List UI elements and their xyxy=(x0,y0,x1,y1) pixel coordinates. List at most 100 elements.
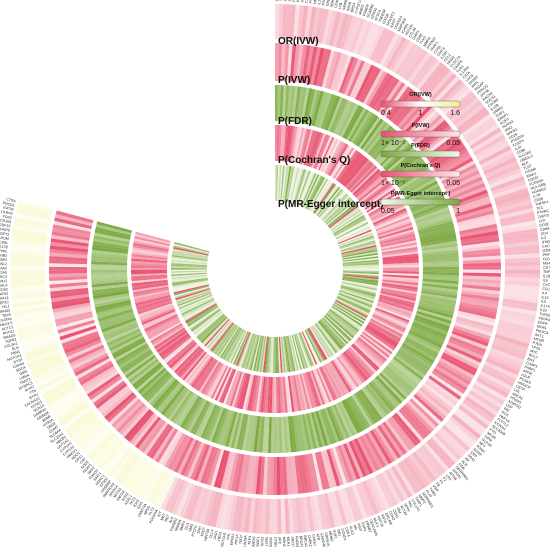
heatmap-cell-ring4-195 xyxy=(281,376,286,413)
heatmap-cell-ring3-151 xyxy=(375,375,403,404)
heatmap-cell-ring2-234 xyxy=(155,428,179,463)
heatmap-cell-ring5-239 xyxy=(213,323,236,354)
heatmap-cell-ring1-32 xyxy=(386,36,407,70)
heatmap-cell-ring2-313 xyxy=(54,217,92,229)
heatmap-cell-ring3-159 xyxy=(361,387,385,419)
heatmap-cell-ring1-119 xyxy=(493,337,528,352)
heatmap-cell-ring4-167 xyxy=(326,363,346,396)
heatmap-cell-ring4-90 xyxy=(381,246,418,255)
heatmap-cell-ring4-62 xyxy=(364,188,396,210)
gene-label: KLF4 xyxy=(247,536,252,545)
heatmap-cell-ring2-306 xyxy=(50,241,89,250)
heatmap-cell-ring2-139 xyxy=(426,377,460,403)
heatmap-cell-ring1-133 xyxy=(472,383,505,405)
heatmap-cell-ring5-69 xyxy=(335,220,368,239)
gene-label: FBN1 xyxy=(11,350,21,357)
heatmap-cell-ring1-92 xyxy=(503,236,539,245)
heatmap-cell-ring2-277 xyxy=(61,330,99,347)
gene-label: CCL5 xyxy=(542,287,550,292)
heatmap-cell-ring4-163 xyxy=(332,359,354,392)
heatmap-cell-ring2-124 xyxy=(448,338,485,357)
heatmap-cell-ring5-28 xyxy=(304,174,321,208)
gene-label: LAG3 xyxy=(465,73,474,82)
gene-label: KEAP1 xyxy=(82,463,93,474)
gene-label: PTEN xyxy=(532,341,543,348)
heatmap-cell-ring1-187 xyxy=(316,494,328,530)
heatmap-cell-ring4-42 xyxy=(341,155,366,185)
heatmap-cell-ring1-77 xyxy=(490,175,525,192)
gene-label: SCN1A xyxy=(33,403,46,413)
gene-label: GCK xyxy=(501,410,510,418)
heatmap-cell-ring5-58 xyxy=(328,205,359,229)
heatmap-cell-ring5-215 xyxy=(248,334,259,370)
heatmap-cell-ring3-189 xyxy=(297,414,306,451)
heatmap-cell-ring1-283 xyxy=(17,324,53,337)
heatmap-cell-ring5-42 xyxy=(316,186,341,216)
heatmap-cell-ring3-66 xyxy=(402,175,436,196)
heatmap-cell-ring3-198 xyxy=(276,416,280,453)
heatmap-cell-ring1-189 xyxy=(309,495,319,532)
heatmap-cell-ring5-284 xyxy=(173,284,209,294)
heatmap-cell-ring5-262 xyxy=(187,305,219,327)
heatmap-cell-ring5-71 xyxy=(336,223,370,241)
heatmap-cell-ring1-111 xyxy=(500,309,536,320)
heatmap-cell-ring5-98 xyxy=(342,266,379,269)
heatmap-cell-ring1-255 xyxy=(69,414,99,440)
heatmap-cell-ring2-172 xyxy=(351,439,371,476)
heatmap-cell-ring1-33 xyxy=(389,38,411,72)
heatmap-cell-ring2-146 xyxy=(413,394,444,422)
heatmap-cell-ring2-93 xyxy=(461,244,501,252)
heatmap-cell-ring1-188 xyxy=(313,495,324,531)
heatmap-cell-ring3-297 xyxy=(91,272,128,276)
heatmap-cell-ring1-156 xyxy=(417,446,443,477)
heatmap-cell-ring4-87 xyxy=(380,240,417,250)
heatmap-cell-ring5-40 xyxy=(315,184,338,215)
gene-label: ADAM12 xyxy=(0,279,7,284)
gene-label: MUC1 xyxy=(372,517,379,528)
heatmap-cell-ring2-279 xyxy=(59,325,97,341)
heatmap-cell-ring4-219 xyxy=(229,371,243,407)
heatmap-cell-ring2-30 xyxy=(360,67,382,103)
heatmap-cell-ring4-12 xyxy=(295,127,305,164)
gene-label: DNMT3A xyxy=(137,502,148,517)
heatmap-cell-ring5-272 xyxy=(179,296,214,313)
heatmap-cell-ring5-160 xyxy=(313,324,336,355)
heatmap-cell-ring3-282 xyxy=(97,306,133,319)
heatmap-cell-ring3-141 xyxy=(391,358,422,383)
heatmap-cell-ring1-35 xyxy=(395,43,418,75)
heatmap-cell-ring5-92 xyxy=(342,256,379,262)
heatmap-cell-ring1-64 xyxy=(469,127,502,150)
gene-label: SAA2 xyxy=(0,266,7,270)
heatmap-cell-ring2-17 xyxy=(324,51,339,89)
heatmap-cell-ring1-2 xyxy=(282,4,288,40)
heatmap-cell-ring1-139 xyxy=(460,402,492,426)
gene-label: CD58 xyxy=(534,197,544,203)
gene-label: BLK xyxy=(521,160,529,167)
heatmap-cell-ring5-1 xyxy=(276,165,279,202)
heatmap-cell-ring4-170 xyxy=(321,365,340,399)
heatmap-cell-ring4-161 xyxy=(335,357,358,389)
heatmap-cell-ring3-81 xyxy=(416,215,452,229)
heatmap-cell-ring5-241 xyxy=(210,322,234,352)
heatmap-cell-ring3-88 xyxy=(420,235,457,245)
heatmap-cell-ring1-202 xyxy=(260,498,267,534)
heatmap-cell-ring2-248 xyxy=(116,402,146,433)
heatmap-cell-ring4-46 xyxy=(346,161,373,190)
heatmap-cell-ring1-106 xyxy=(503,291,539,300)
heatmap-cell-ring4-103 xyxy=(382,274,419,279)
heatmap-cell-ring3-265 xyxy=(115,343,149,364)
heatmap-cell-ring2-274 xyxy=(65,339,102,357)
heatmap-cell-ring3-90 xyxy=(421,240,458,249)
gene-label: AGRP xyxy=(472,447,483,457)
heatmap-cell-ring3-226 xyxy=(197,403,216,438)
heatmap-cell-ring5-175 xyxy=(299,331,315,366)
heatmap-cell-ring4-172 xyxy=(318,366,336,401)
heatmap-cell-ring4-207 xyxy=(255,376,263,413)
gene-label: MAP3K8 xyxy=(397,18,407,32)
legend-bar-2 xyxy=(380,130,461,138)
gene-label: HMOX1 xyxy=(66,448,78,460)
heatmap-cell-ring2-115 xyxy=(456,313,495,327)
heatmap-cell-ring2-155 xyxy=(394,412,421,444)
heatmap-cell-ring1-279 xyxy=(22,337,57,353)
gene-label: TERT xyxy=(238,534,243,545)
